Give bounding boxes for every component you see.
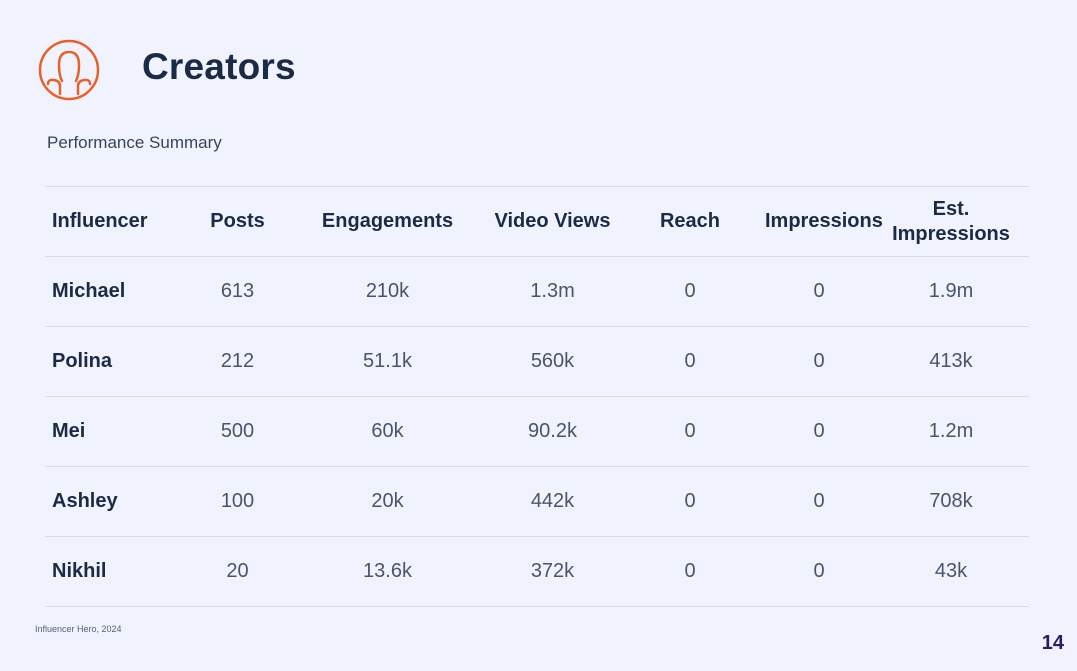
posts-cell: 500 — [190, 396, 285, 467]
table-row: Mei 500 60k 90.2k 0 0 1.2m — [45, 396, 1029, 467]
header — [38, 39, 100, 101]
video-views-cell: 90.2k — [490, 396, 615, 467]
performance-table: Influencer Posts Engagements Video Views… — [45, 186, 1029, 607]
impressions-cell: 0 — [765, 326, 873, 397]
est-impressions-label: Est. Impressions — [892, 197, 1010, 245]
table-row: Ashley 100 20k 442k 0 0 708k — [45, 466, 1029, 537]
column-header-posts: Posts — [190, 186, 285, 257]
engagements-cell: 60k — [285, 396, 490, 467]
table-subtitle: Performance Summary — [47, 133, 222, 152]
influencer-name: Mei — [45, 396, 190, 467]
engagements-cell: 51.1k — [285, 326, 490, 397]
est-impressions-cell: 413k — [873, 326, 1029, 397]
table-row: Polina 212 51.1k 560k 0 0 413k — [45, 326, 1029, 397]
posts-cell: 212 — [190, 326, 285, 397]
engagements-cell: 210k — [285, 256, 490, 327]
page-title: Creators — [142, 46, 296, 87]
video-views-cell: 442k — [490, 466, 615, 537]
table-header-row: Influencer Posts Engagements Video Views… — [45, 186, 1029, 257]
table-row: Michael 613 210k 1.3m 0 0 1.9m — [45, 256, 1029, 327]
impressions-cell: 0 — [765, 536, 873, 607]
column-header-influencer: Influencer — [45, 186, 190, 257]
page-number: 14 — [1041, 632, 1064, 654]
est-impressions-cell: 708k — [873, 466, 1029, 537]
column-header-est-impressions: Est. Impressions — [873, 186, 1029, 257]
impressions-cell: 0 — [765, 256, 873, 327]
video-views-cell: 372k — [490, 536, 615, 607]
posts-cell: 20 — [190, 536, 285, 607]
influencer-name: Polina — [45, 326, 190, 397]
reach-cell: 0 — [615, 396, 765, 467]
influencer-name: Michael — [45, 256, 190, 327]
person-outline-icon — [38, 39, 100, 101]
impressions-cell: 0 — [765, 466, 873, 537]
reach-cell: 0 — [615, 466, 765, 537]
est-impressions-cell: 1.2m — [873, 396, 1029, 467]
column-header-video-views: Video Views — [490, 186, 615, 257]
column-header-reach: Reach — [615, 186, 765, 257]
column-header-impressions: Impressions — [765, 186, 883, 257]
influencer-name: Ashley — [45, 466, 190, 537]
reach-cell: 0 — [615, 256, 765, 327]
engagements-cell: 20k — [285, 466, 490, 537]
posts-cell: 100 — [190, 466, 285, 537]
table-row: Nikhil 20 13.6k 372k 0 0 43k — [45, 536, 1029, 607]
est-impressions-cell: 43k — [873, 536, 1029, 607]
reach-cell: 0 — [615, 536, 765, 607]
video-views-cell: 560k — [490, 326, 615, 397]
reach-cell: 0 — [615, 326, 765, 397]
influencer-name: Nikhil — [45, 536, 190, 607]
est-impressions-cell: 1.9m — [873, 256, 1029, 327]
column-header-engagements: Engagements — [285, 186, 490, 257]
engagements-cell: 13.6k — [285, 536, 490, 607]
video-views-cell: 1.3m — [490, 256, 615, 327]
footer-note: Influencer Hero, 2024 — [35, 624, 122, 634]
impressions-cell: 0 — [765, 396, 873, 467]
posts-cell: 613 — [190, 256, 285, 327]
